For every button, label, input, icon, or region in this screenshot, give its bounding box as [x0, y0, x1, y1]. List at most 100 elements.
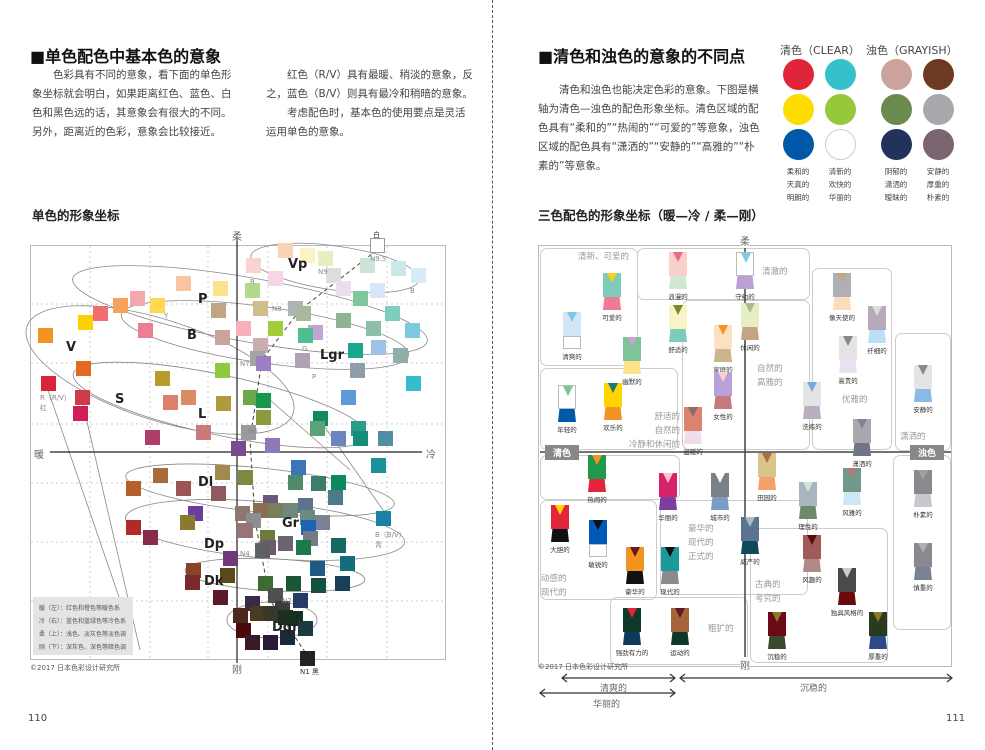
region-text: 清澈的 — [762, 267, 788, 277]
garment-label: 威严的 — [740, 558, 760, 566]
garment-neck — [673, 252, 683, 262]
color-swatch — [311, 578, 326, 593]
color-swatch — [211, 486, 226, 501]
garment-top — [603, 273, 621, 297]
color-swatch — [298, 621, 313, 636]
garment-skirt — [714, 396, 732, 409]
garment-skirt — [714, 349, 732, 362]
legend-item: 暖（左）：红色和橙色等暖色系 — [39, 605, 121, 612]
color-swatch — [215, 363, 230, 378]
color-swatch — [280, 630, 295, 645]
garment-label: 家庭的 — [713, 366, 733, 374]
garment-skirt — [833, 297, 851, 310]
image-region-box — [610, 597, 748, 665]
color-swatch — [300, 651, 315, 666]
garment-neck — [715, 473, 725, 483]
color-swatch — [291, 460, 306, 475]
garment-skirt — [588, 479, 606, 492]
region-text: 潇洒的 — [900, 432, 926, 442]
color-swatch — [181, 390, 196, 405]
garment-swatch — [558, 385, 576, 422]
garment-label: 像天使的 — [829, 314, 855, 322]
garment-top — [838, 568, 856, 592]
garment-neck — [665, 547, 675, 557]
color-swatch — [253, 338, 268, 353]
garment-neck — [918, 543, 928, 553]
swatch-point-label: N9 — [318, 268, 328, 276]
garment-swatch — [914, 470, 932, 507]
color-swatch — [296, 306, 311, 321]
garment-swatch — [623, 337, 641, 374]
garment-swatch — [684, 407, 702, 444]
garment-swatch — [758, 453, 776, 490]
garment-label: 风趣的 — [802, 576, 822, 584]
right-copyright: ©2017 日本色彩设计研究所 — [538, 663, 629, 671]
color-swatch — [371, 458, 386, 473]
color-swatch — [238, 523, 253, 538]
color-swatch — [370, 238, 385, 253]
garment-top — [669, 252, 687, 276]
garment-skirt — [623, 361, 641, 374]
region-text: 清新、可爱的 — [578, 252, 630, 262]
garment-label: 厚重的 — [868, 653, 888, 661]
color-swatch — [350, 363, 365, 378]
garment-swatch — [551, 505, 569, 542]
garment-label: 纤细的 — [867, 347, 887, 355]
garment-top — [626, 547, 644, 571]
garment-top — [659, 473, 677, 497]
garment-label: 幽默的 — [622, 378, 642, 386]
color-swatch — [311, 476, 326, 491]
color-swatch — [180, 515, 195, 530]
color-swatch — [150, 298, 165, 313]
garment-skirt — [671, 632, 689, 645]
garment-label: 女性的 — [713, 413, 733, 421]
color-swatch — [348, 343, 363, 358]
swatch-point-label: N7 — [240, 360, 250, 368]
color-swatch — [278, 536, 293, 551]
left-paragraph-column-2: 红色（R/V）具有最暖、稍淡的意象，反之，蓝色（B/V）则具有最冷和稍暗的意象。… — [266, 66, 474, 142]
color-swatch — [241, 425, 256, 440]
garment-label: 城市的 — [710, 514, 730, 522]
garment-neck — [567, 312, 577, 322]
garment-top — [799, 482, 817, 506]
color-swatch — [76, 361, 91, 376]
left-paragraph-2b: 考虑配色时，基本色的使用要点是灵活运用单色的意象。 — [266, 107, 466, 138]
swatch-point-label: B — [410, 287, 415, 295]
swatch-point-label: N9.5 — [370, 255, 387, 263]
color-swatch — [245, 635, 260, 650]
garment-swatch — [843, 468, 861, 505]
grayish-color-circle — [923, 59, 954, 90]
garment-top — [563, 312, 581, 336]
swatch-point-label: R — [250, 278, 255, 286]
image-region-box — [637, 248, 810, 300]
garment-neck — [592, 455, 602, 465]
garment-skirt — [563, 336, 581, 349]
color-swatch — [360, 258, 375, 273]
color-swatch — [298, 328, 313, 343]
garment-swatch — [914, 365, 932, 402]
tone-region-label: P — [198, 292, 208, 307]
garment-skirt — [758, 477, 776, 490]
color-swatch — [331, 538, 346, 553]
garment-top — [669, 305, 687, 329]
color-swatch — [126, 520, 141, 535]
color-swatch — [315, 515, 330, 530]
garment-skirt — [853, 443, 871, 456]
right-page-title: ■清色和浊色的意象的不同点 — [538, 47, 746, 66]
garment-label: 运动的 — [670, 649, 690, 657]
tone-region-label: Dk — [204, 574, 224, 589]
garment-top — [914, 543, 932, 567]
region-text: 粗犷的 — [708, 624, 734, 634]
axis-label-clear: 清色 — [545, 445, 580, 460]
garment-swatch — [661, 547, 679, 584]
color-swatch — [265, 438, 280, 453]
garment-neck — [872, 306, 882, 316]
garment-top — [758, 453, 776, 477]
garment-label: 潇洒的 — [852, 460, 872, 468]
color-swatch — [341, 390, 356, 405]
garment-swatch — [868, 306, 886, 343]
color-swatch — [411, 268, 426, 283]
garment-top — [661, 547, 679, 571]
color-swatch — [176, 481, 191, 496]
color-swatch — [293, 593, 308, 608]
